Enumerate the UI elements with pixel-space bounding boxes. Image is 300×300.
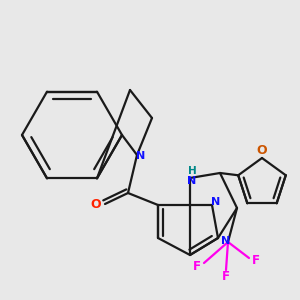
Text: F: F bbox=[252, 254, 260, 266]
Text: F: F bbox=[193, 260, 201, 272]
Text: F: F bbox=[222, 271, 230, 284]
Text: O: O bbox=[257, 143, 267, 157]
Text: N: N bbox=[212, 197, 220, 207]
Text: H: H bbox=[188, 166, 196, 176]
Text: N: N bbox=[188, 176, 196, 186]
Text: N: N bbox=[221, 236, 231, 246]
Text: N: N bbox=[136, 151, 146, 161]
Text: O: O bbox=[91, 199, 101, 212]
